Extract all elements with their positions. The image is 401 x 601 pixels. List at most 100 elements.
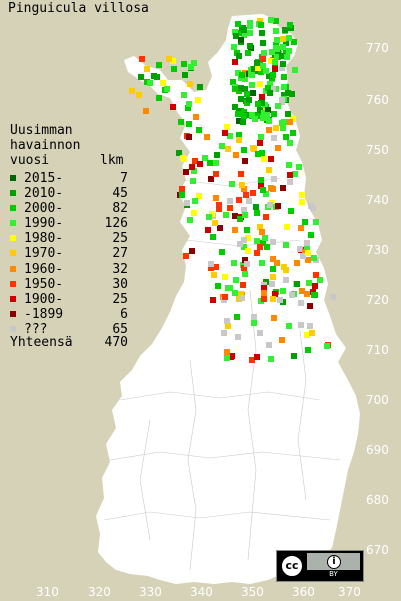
observation-square xyxy=(257,107,263,113)
y-axis-label: 670 xyxy=(366,543,389,557)
observation-square xyxy=(207,160,213,166)
legend-label: -1899 xyxy=(24,306,64,322)
observation-square xyxy=(288,208,294,214)
observation-square xyxy=(257,244,263,250)
observation-square xyxy=(274,53,280,59)
observation-square xyxy=(290,130,296,136)
observation-square xyxy=(289,292,295,298)
observation-square xyxy=(147,80,153,86)
observation-square xyxy=(266,167,272,173)
observation-square xyxy=(254,238,260,244)
observation-square xyxy=(244,91,250,97)
observation-square xyxy=(244,261,250,267)
observation-square xyxy=(283,277,289,283)
observation-square xyxy=(287,140,293,146)
map-title: Pinguicula villosa xyxy=(8,1,149,16)
observation-square xyxy=(284,224,290,230)
legend-swatch xyxy=(10,265,16,272)
observation-square xyxy=(272,59,278,65)
observation-square xyxy=(286,35,292,41)
legend-count: 27 xyxy=(112,246,128,262)
observation-square xyxy=(263,68,269,74)
observation-square xyxy=(181,61,187,67)
observation-square xyxy=(258,69,264,75)
observation-square xyxy=(171,66,177,72)
observation-square xyxy=(283,40,289,46)
observation-square xyxy=(304,332,310,338)
observation-square xyxy=(280,125,286,131)
observation-square xyxy=(170,104,176,110)
observation-square xyxy=(221,330,227,336)
observation-square xyxy=(224,124,230,130)
observation-square xyxy=(246,198,252,204)
observation-square xyxy=(232,290,238,296)
observation-square xyxy=(151,73,157,79)
y-axis-label: 690 xyxy=(366,443,389,457)
observation-square xyxy=(294,260,300,266)
observation-square xyxy=(238,291,244,297)
observation-square xyxy=(299,288,305,294)
legend-label: 2010- xyxy=(24,186,64,202)
observation-square xyxy=(197,84,203,90)
observation-square xyxy=(262,235,268,241)
observation-square xyxy=(304,245,310,251)
observation-square xyxy=(247,30,253,36)
observation-square xyxy=(308,232,314,238)
observation-square xyxy=(233,152,239,158)
observation-square xyxy=(192,158,198,164)
observation-square xyxy=(279,53,285,59)
y-axis-label: 740 xyxy=(366,193,389,207)
observation-square xyxy=(232,86,238,92)
legend-row: 2015- 7 xyxy=(10,171,130,186)
observation-square xyxy=(208,261,214,267)
observation-square xyxy=(232,29,238,35)
observation-square xyxy=(269,281,275,287)
legend-label: 1970- xyxy=(24,246,64,262)
observation-square xyxy=(260,56,266,62)
observation-square xyxy=(264,244,270,250)
observation-square xyxy=(259,150,265,156)
observation-square xyxy=(254,354,260,360)
observation-square xyxy=(235,70,241,76)
observation-square xyxy=(254,250,260,256)
observation-square xyxy=(312,292,318,298)
legend-count: 6 xyxy=(120,306,128,322)
observation-square xyxy=(176,150,182,156)
observation-square xyxy=(298,322,304,328)
legend-row: ??? 65 xyxy=(10,322,130,337)
observation-square xyxy=(208,265,214,271)
observation-square xyxy=(219,143,225,149)
observation-square xyxy=(180,155,186,161)
observation-square xyxy=(245,50,251,56)
y-axis-label: 700 xyxy=(366,393,389,407)
observation-square xyxy=(284,54,290,60)
observation-square xyxy=(299,199,305,205)
legend-label: 2000- xyxy=(24,201,64,217)
x-axis-label: 340 xyxy=(190,585,213,599)
observation-square xyxy=(242,257,248,263)
observation-square xyxy=(202,155,208,161)
observation-square xyxy=(225,146,231,152)
cc-by-license-badge[interactable]: cc i BY xyxy=(276,550,364,582)
observation-square xyxy=(258,22,264,28)
observation-square xyxy=(267,202,273,208)
legend-count: 45 xyxy=(112,186,128,202)
observation-square xyxy=(257,330,263,336)
observation-square xyxy=(251,320,257,326)
observation-square xyxy=(271,315,277,321)
observation-square xyxy=(191,168,197,174)
legend-row: 1900- 25 xyxy=(10,292,130,307)
observation-square xyxy=(214,152,220,158)
observation-square xyxy=(275,203,281,209)
observation-square xyxy=(241,147,247,153)
observation-square xyxy=(210,234,216,240)
observation-square xyxy=(182,72,188,78)
observation-square xyxy=(237,216,243,222)
observation-square xyxy=(311,255,317,261)
observation-square xyxy=(273,18,279,24)
observation-square xyxy=(294,281,300,287)
observation-square xyxy=(268,17,274,23)
observation-square xyxy=(271,176,277,182)
observation-square xyxy=(215,283,221,289)
